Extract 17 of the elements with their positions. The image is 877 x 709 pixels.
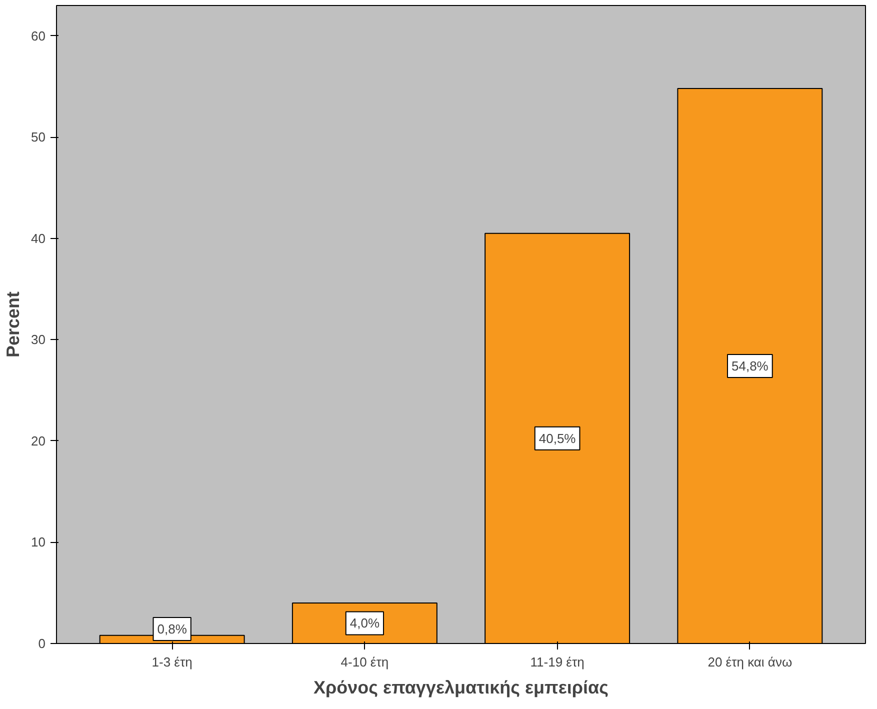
y-axis-title: Percent [3,291,24,358]
x-axis-title: Χρόνος επαγγελματικής εμπειρίας [314,678,608,698]
data-label: 4,0% [350,616,380,631]
y-tick-label: 50 [31,130,46,145]
x-tick-label: 20 έτη και άνω [708,654,792,670]
y-tick-label: 40 [31,230,46,246]
data-label: 54,8% [732,358,769,374]
x-tick-label: 4-10 έτη [340,654,389,670]
x-tick-label: 11-19 έτη [530,654,584,670]
y-tick-label: 30 [31,332,46,348]
x-tick-label: 1-3 έτη [152,654,192,670]
y-tick-label: 10 [31,534,46,550]
data-label: 0,8% [157,622,188,637]
y-tick-label: 20 [31,433,46,448]
data-label: 40,5% [538,430,576,446]
y-tick-label: 60 [31,28,46,44]
y-tick-label: 0 [38,636,46,651]
